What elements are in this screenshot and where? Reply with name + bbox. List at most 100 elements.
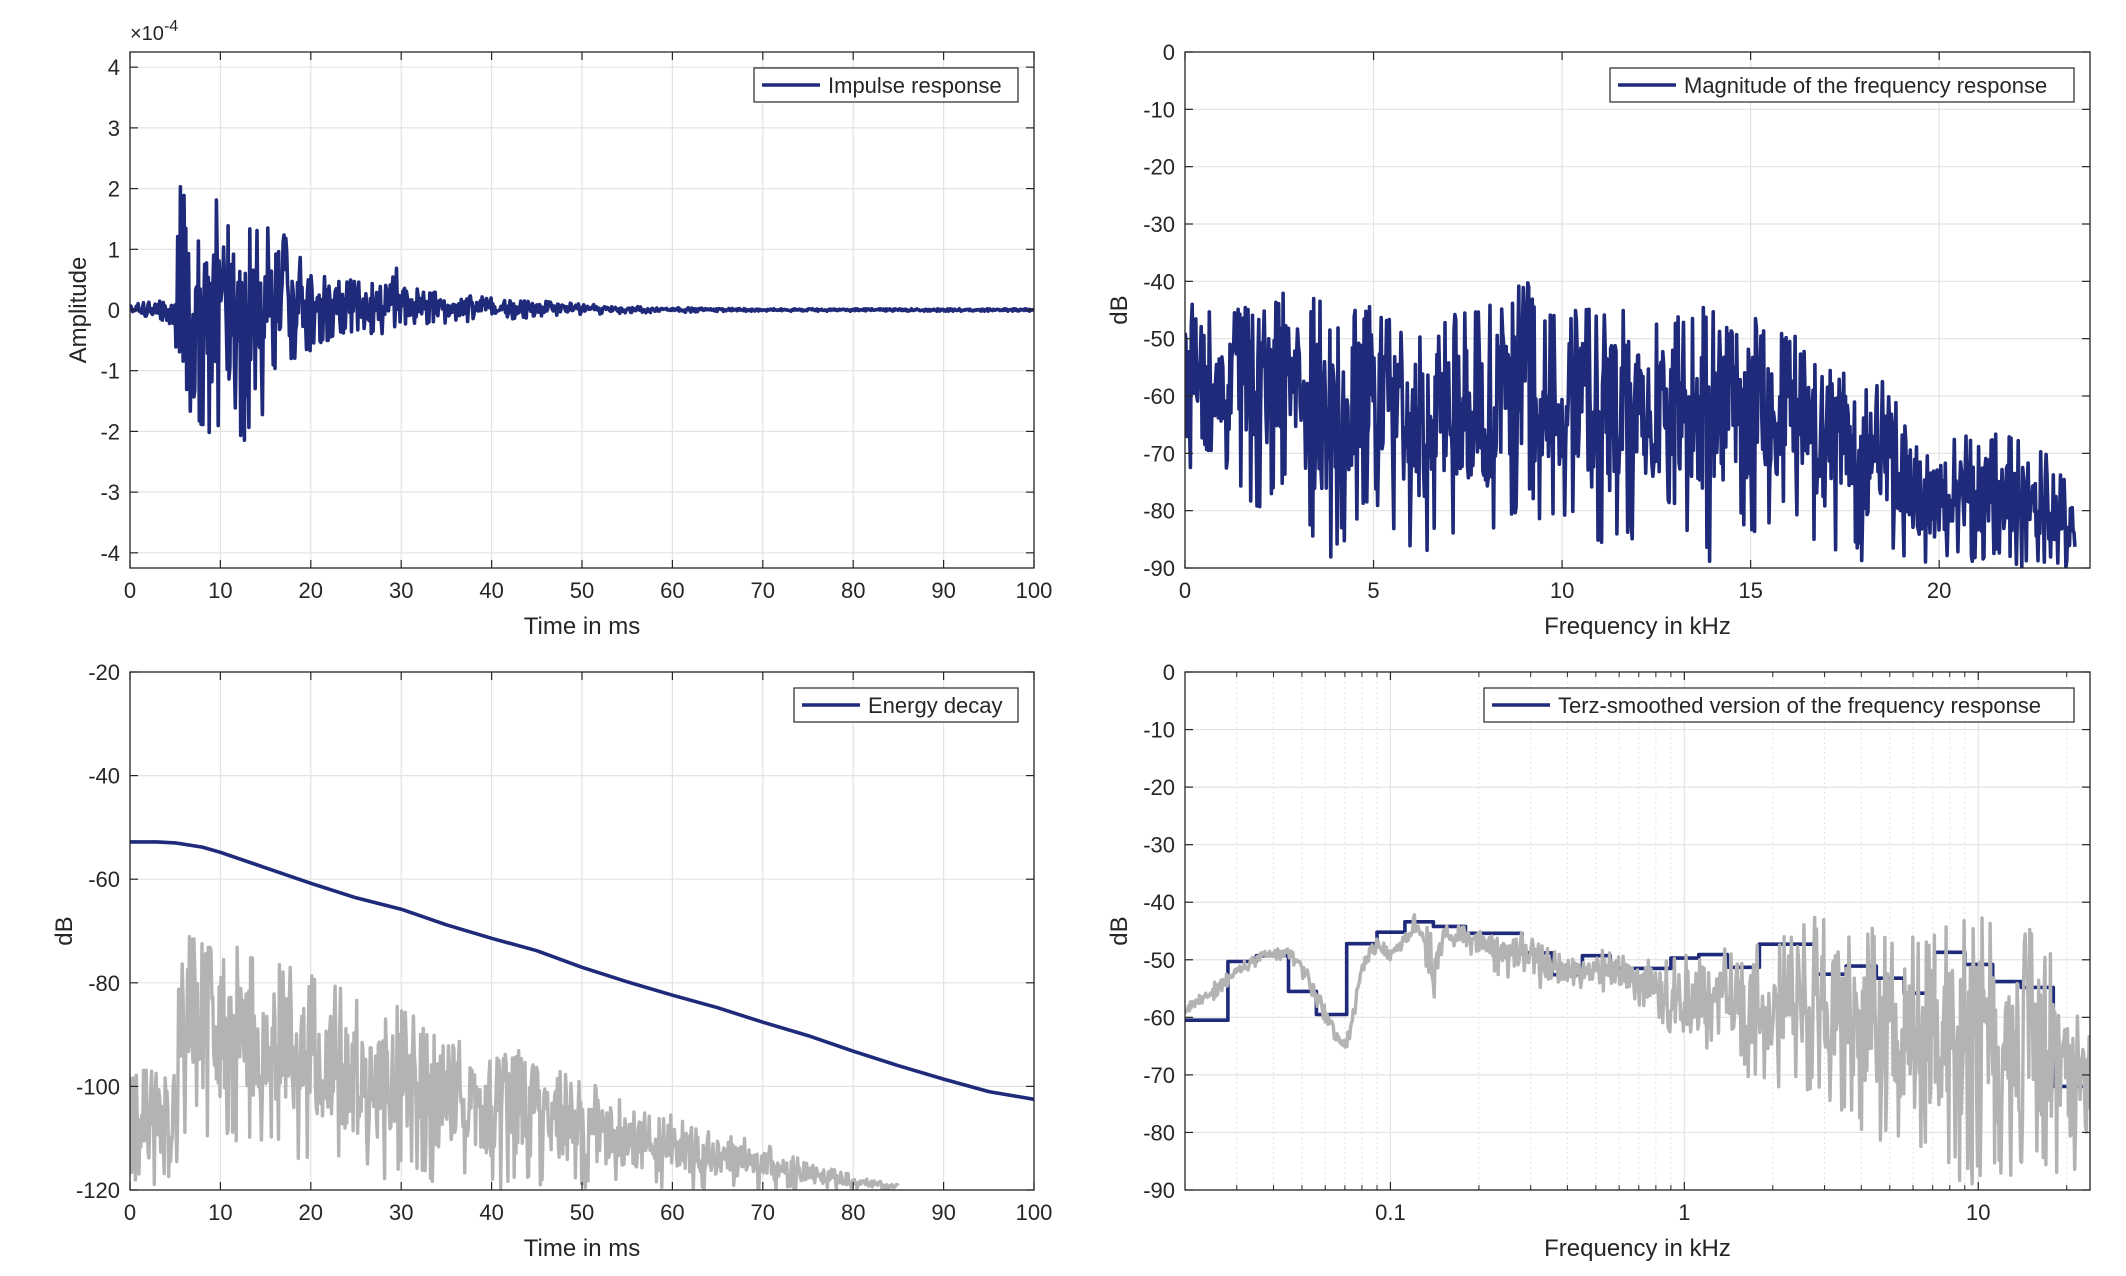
x-tick-label: 10 — [208, 1200, 232, 1225]
energy-plot-area — [130, 840, 1034, 1190]
y-tick-label: 3 — [108, 116, 120, 141]
x-tick-label: 50 — [570, 1200, 594, 1225]
y-axis-label: dB — [1106, 916, 1133, 945]
impulse-legend: Impulse response — [753, 67, 1019, 103]
magnitude-panel: 0 5 10 15 20 0 -10 -20 -30 -40 -50 -60 -70 -80 -90 Mag… — [1106, 40, 2091, 640]
y-tick-label: -80 — [1143, 1120, 1175, 1145]
y-tick-label: -80 — [1143, 499, 1175, 524]
y-tick-label: -50 — [1143, 327, 1175, 352]
y-tick-label: 0 — [1163, 660, 1175, 685]
y-tick-label: -4 — [100, 541, 120, 566]
x-tick-label: 10 — [208, 578, 232, 603]
impulse-response-panel: 0 10 20 30 40 50 60 70 80 90 100 -4 -3 -2 -1 0 1 2 3 4 Impu… — [65, 18, 1052, 640]
exponent-power: -4 — [164, 18, 178, 35]
series-impulse-response — [130, 185, 1034, 442]
y-tick-label: -70 — [1143, 1063, 1175, 1088]
y-tick-label: -40 — [88, 764, 120, 789]
legend-label: Energy decay — [868, 693, 1003, 718]
y-tick-label: -60 — [1143, 1005, 1175, 1030]
x-axis-label: Frequency in kHz — [1544, 613, 1731, 640]
x-tick-label: 0.1 — [1375, 1200, 1406, 1225]
y-tick-label: -70 — [1143, 441, 1175, 466]
x-tick-label: 0 — [1179, 578, 1191, 603]
y-tick-label: 0 — [108, 298, 120, 323]
x-tick-label: 90 — [931, 1200, 955, 1225]
legend-label: Terz-smoothed version of the frequency r… — [1558, 693, 2041, 718]
y-tick-label: -20 — [1143, 775, 1175, 800]
x-tick-label: 0 — [124, 578, 136, 603]
y-tick-label: -30 — [1143, 833, 1175, 858]
y-tick-label: -60 — [1143, 384, 1175, 409]
x-tick-label: 15 — [1738, 578, 1762, 603]
x-tick-label: 100 — [1016, 1200, 1053, 1225]
x-tick-label: 50 — [570, 578, 594, 603]
x-tick-label: 80 — [841, 1200, 865, 1225]
x-tick-label: 10 — [1550, 578, 1574, 603]
x-tick-label: 30 — [389, 1200, 413, 1225]
energy-legend: Energy decay — [793, 687, 1019, 723]
series-energy-decay — [130, 840, 1034, 1102]
y-tick-label: 4 — [108, 55, 120, 80]
x-tick-label: 60 — [660, 578, 684, 603]
axes-box — [1184, 51, 2091, 569]
x-axis-label: Time in ms — [524, 1235, 640, 1262]
y-tick-label: -10 — [1143, 718, 1175, 743]
terz-grid — [1185, 671, 2090, 1191]
y-tick-label: -40 — [1143, 269, 1175, 294]
impulse-plot-area — [130, 185, 1034, 442]
y-tick-label: 1 — [108, 237, 120, 262]
y-axis-label: dB — [51, 916, 78, 945]
x-tick-label: 20 — [299, 578, 323, 603]
magnitude-plot-area — [1185, 281, 2077, 568]
x-tick-label: 100 — [1016, 578, 1053, 603]
x-tick-label: 1 — [1678, 1200, 1690, 1225]
y-tick-label: -100 — [76, 1074, 120, 1099]
y-tick-label: -30 — [1143, 212, 1175, 237]
y-tick-label: -50 — [1143, 948, 1175, 973]
x-tick-label: 40 — [479, 1200, 503, 1225]
y-axis-label: Amplitude — [65, 257, 92, 364]
axes-box — [1184, 671, 2091, 1191]
x-tick-label: 70 — [751, 578, 775, 603]
x-tick-label: 40 — [479, 578, 503, 603]
series-unsmoothed-gray — [1185, 913, 2090, 1186]
y-tick-label: -20 — [88, 660, 120, 685]
magnitude-axes: 0 5 10 15 20 0 -10 -20 -30 -40 -50 -60 -70 -80 -90 — [1143, 40, 2091, 603]
y-tick-label: -2 — [100, 419, 120, 444]
x-tick-label: 20 — [299, 1200, 323, 1225]
series-magnitude-of-the-frequency-response — [1185, 281, 2077, 568]
legend-label: Magnitude of the frequency response — [1684, 73, 2047, 98]
terz-axes: 0.1 1 10 0 -10 -20 -30 -40 -50 -60 -70 -80 -90 — [1143, 660, 2091, 1225]
legend-label: Impulse response — [828, 73, 1002, 98]
y-tick-label: 2 — [108, 177, 120, 202]
terz-smoothed-panel: 0.1 1 10 0 -10 -20 -30 -40 -50 -60 -70 -80 -90 Terz-… — [1106, 660, 2091, 1262]
terz-plot-area — [1185, 913, 2090, 1186]
energy-decay-panel: 0 10 20 30 40 50 60 70 80 90 100 -20 -40 -60 -80 -100 -1… — [51, 660, 1052, 1262]
y-axis-label: dB — [1106, 295, 1133, 324]
y-tick-label: -60 — [88, 867, 120, 892]
x-tick-label: 30 — [389, 578, 413, 603]
terz-legend: Terz-smoothed version of the frequency r… — [1483, 687, 2075, 723]
x-tick-label: 90 — [931, 578, 955, 603]
y-tick-label: -90 — [1143, 556, 1175, 581]
exponent-base: ×10 — [130, 23, 164, 45]
y-tick-label: -10 — [1143, 97, 1175, 122]
y-tick-label: -90 — [1143, 1178, 1175, 1203]
legend-box — [1609, 67, 2075, 103]
y-tick-label: -3 — [100, 480, 120, 505]
x-tick-label: 20 — [1927, 578, 1951, 603]
y-tick-label: -120 — [76, 1178, 120, 1203]
x-tick-label: 70 — [751, 1200, 775, 1225]
series-unsmoothed-gray — [130, 934, 900, 1190]
x-tick-label: 5 — [1367, 578, 1379, 603]
y-tick-label: 0 — [1163, 40, 1175, 65]
y-axis-exponent: ×10-4 — [130, 18, 178, 45]
y-tick-label: -1 — [100, 359, 120, 384]
impulse-axes: 0 10 20 30 40 50 60 70 80 90 100 -4 -3 -2 -1 0 1 2 3 4 — [100, 51, 1053, 603]
x-tick-label: 0 — [124, 1200, 136, 1225]
y-tick-label: -80 — [88, 971, 120, 996]
x-axis-label: Frequency in kHz — [1544, 1235, 1731, 1262]
y-tick-label: -40 — [1143, 890, 1175, 915]
x-tick-label: 60 — [660, 1200, 684, 1225]
